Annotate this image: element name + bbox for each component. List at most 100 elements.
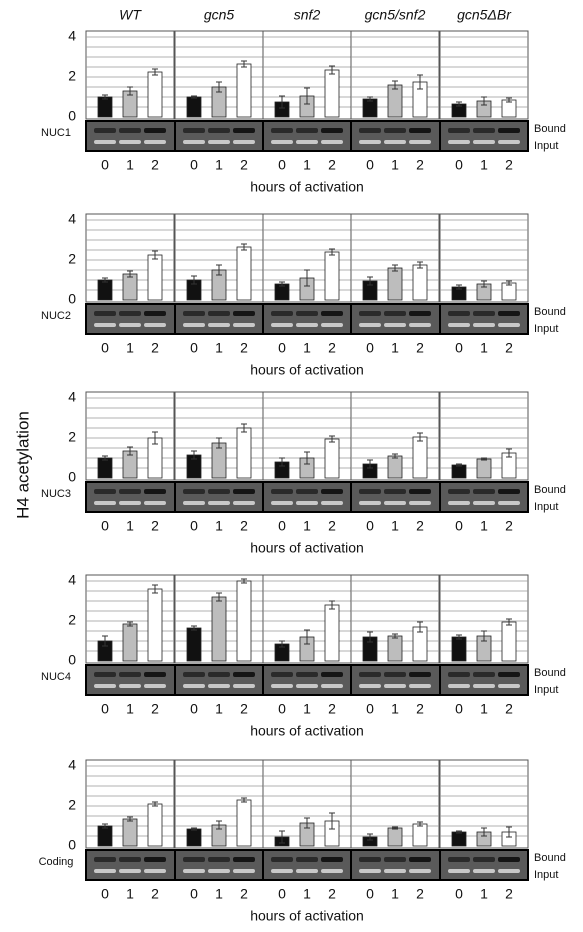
gel-band [144, 489, 166, 494]
gel-band [94, 501, 116, 505]
gel-image [86, 482, 175, 512]
x-tick-label: 0 [190, 701, 198, 717]
gel-band [384, 869, 406, 873]
gel-band [448, 489, 470, 494]
gel-band [144, 684, 166, 688]
column-title: snf2 [294, 7, 321, 23]
gel-label: Bound [534, 667, 566, 679]
gel-band [144, 140, 166, 144]
gel-image [263, 850, 351, 880]
gel-band [144, 323, 166, 327]
gel-band [271, 672, 293, 677]
gel-band [448, 869, 470, 873]
gel-band [498, 323, 520, 327]
gel-band [409, 672, 431, 677]
x-tick-label: 1 [215, 157, 223, 173]
gel-image [440, 482, 528, 512]
gel-band [271, 684, 293, 688]
y-tick-label: 0 [68, 652, 76, 668]
y-tick-label: 0 [68, 469, 76, 485]
x-axis-label: hours of activation [250, 540, 364, 556]
gel-band [321, 857, 343, 862]
gel-band [119, 684, 141, 688]
x-tick-label: 0 [101, 518, 109, 534]
gel-band [183, 869, 205, 873]
gel-image [263, 482, 351, 512]
gel-band [233, 489, 255, 494]
bar [325, 439, 339, 478]
gel-band [384, 323, 406, 327]
gel-band [359, 489, 381, 494]
x-tick-label: 2 [416, 340, 424, 356]
gel-band [384, 140, 406, 144]
gel-band [296, 857, 318, 862]
gel-band [233, 311, 255, 316]
x-tick-label: 1 [215, 701, 223, 717]
x-axis-label: hours of activation [250, 723, 364, 739]
gel-band [321, 684, 343, 688]
x-tick-label: 0 [278, 886, 286, 902]
gel-band [208, 323, 230, 327]
x-tick-label: 1 [480, 157, 488, 173]
gel-band [271, 857, 293, 862]
bar [148, 589, 162, 661]
x-tick-label: 1 [126, 886, 134, 902]
gel-band [94, 140, 116, 144]
bar [413, 824, 427, 846]
x-tick-label: 2 [505, 518, 513, 534]
x-tick-label: 2 [416, 157, 424, 173]
gel-band [119, 323, 141, 327]
bar [325, 70, 339, 117]
gel-band [233, 323, 255, 327]
gel-band [119, 857, 141, 862]
y-tick-label: 4 [68, 572, 76, 588]
x-tick-label: 2 [151, 157, 159, 173]
gel-band [296, 501, 318, 505]
gel-band [296, 869, 318, 873]
gel-band [384, 501, 406, 505]
gel-band [448, 501, 470, 505]
column-title: gcn5 [204, 7, 235, 23]
bar [452, 637, 466, 661]
figure: H4 acetylation WTgcn5snf2gcn5/snf2gcn5ΔB… [0, 0, 583, 932]
gel-band [119, 501, 141, 505]
x-tick-label: 1 [215, 518, 223, 534]
x-tick-label: 0 [366, 518, 374, 534]
x-tick-label: 1 [480, 701, 488, 717]
gel-band [296, 672, 318, 677]
y-tick-label: 4 [68, 28, 76, 44]
gel-band [473, 857, 495, 862]
gel-band [409, 857, 431, 862]
gel-band [119, 489, 141, 494]
bar [388, 268, 402, 300]
bar [502, 622, 516, 661]
bar [123, 624, 137, 661]
gel-image [175, 482, 263, 512]
gel-band [183, 311, 205, 316]
bar [98, 458, 112, 478]
gel-band [384, 128, 406, 133]
x-tick-label: 0 [101, 157, 109, 173]
gel-band [271, 869, 293, 873]
gel-band [183, 684, 205, 688]
gel-band [321, 869, 343, 873]
gel-band [271, 489, 293, 494]
gel-image [175, 850, 263, 880]
x-tick-label: 2 [240, 701, 248, 717]
gel-label: Bound [534, 484, 566, 496]
gel-band [208, 311, 230, 316]
bar [413, 265, 427, 300]
column-title: gcn5ΔBr [457, 7, 512, 23]
x-tick-label: 1 [303, 340, 311, 356]
gel-band [208, 857, 230, 862]
gel-image [351, 482, 440, 512]
bar [98, 97, 112, 117]
x-tick-label: 1 [480, 340, 488, 356]
bar [237, 64, 251, 117]
gel-band [359, 857, 381, 862]
gel-band [409, 128, 431, 133]
gel-band [94, 684, 116, 688]
gel-band [409, 323, 431, 327]
bar [413, 437, 427, 478]
gel-band [448, 323, 470, 327]
